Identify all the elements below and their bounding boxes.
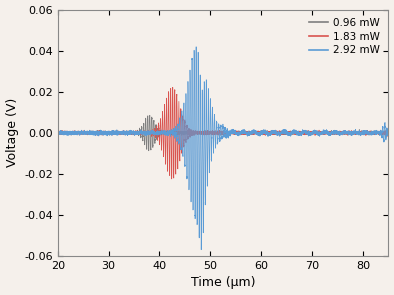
Line: 0.96 mW: 0.96 mW (58, 115, 388, 151)
Y-axis label: Voltage (V): Voltage (V) (6, 98, 19, 168)
0.96 mW (217, 130, 222, 134)
2.92 mW (194, 45, 199, 49)
1.83 mW (169, 177, 174, 181)
2.92 mW (56, 130, 60, 134)
0.96 mW (75, 132, 80, 135)
1.83 mW (69, 130, 74, 134)
0.96 mW (386, 130, 391, 133)
0.96 mW (120, 131, 125, 134)
2.92 mW (69, 131, 74, 134)
2.92 mW (369, 131, 374, 135)
1.83 mW (57, 131, 61, 134)
1.83 mW (56, 132, 60, 135)
2.92 mW (75, 131, 80, 135)
0.96 mW (69, 131, 74, 135)
1.83 mW (369, 131, 374, 135)
Line: 1.83 mW: 1.83 mW (58, 87, 388, 179)
2.92 mW (57, 130, 61, 134)
0.96 mW (147, 114, 152, 117)
2.92 mW (199, 248, 204, 251)
1.83 mW (386, 130, 391, 134)
2.92 mW (386, 130, 391, 133)
1.83 mW (170, 86, 175, 89)
2.92 mW (217, 134, 222, 138)
1.83 mW (120, 132, 125, 135)
Line: 2.92 mW: 2.92 mW (58, 47, 388, 250)
0.96 mW (146, 149, 151, 153)
0.96 mW (56, 130, 60, 133)
0.96 mW (57, 131, 61, 135)
2.92 mW (120, 130, 125, 134)
Legend: 0.96 mW, 1.83 mW, 2.92 mW: 0.96 mW, 1.83 mW, 2.92 mW (306, 15, 383, 58)
X-axis label: Time (μm): Time (μm) (191, 276, 255, 289)
1.83 mW (75, 131, 80, 135)
1.83 mW (217, 130, 222, 133)
0.96 mW (369, 131, 374, 134)
